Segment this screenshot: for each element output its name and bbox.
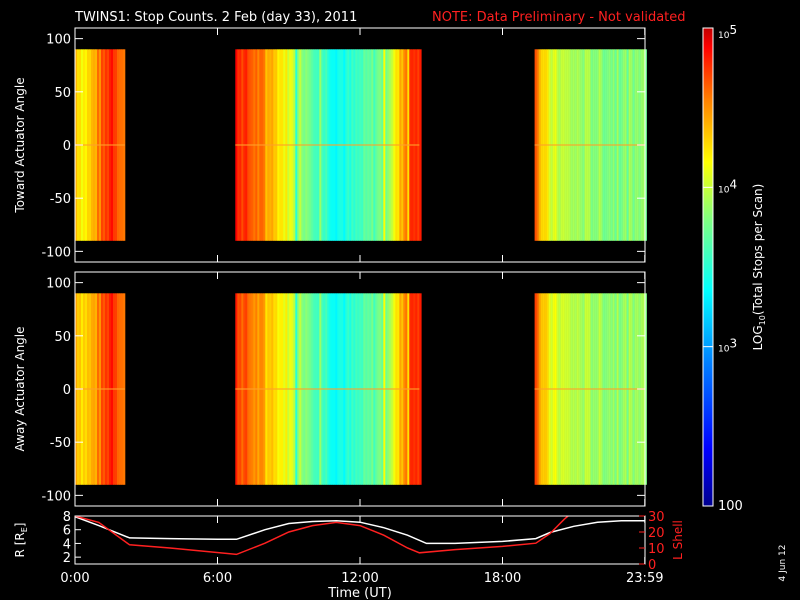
colorbar-tick-label: 104 (718, 177, 737, 195)
lshell-series-line (75, 516, 570, 556)
toward-ylabel: Toward Actuator Angle (13, 77, 27, 213)
y-tick-label: 100 (46, 277, 71, 292)
colorbar-label-sub: 10 (758, 315, 767, 325)
x-axis-label: Time (UT) (327, 586, 392, 600)
r-tick-label: 6 (63, 524, 71, 539)
r-label-part3: ] (13, 523, 27, 528)
r-tick-label: 2 (63, 551, 71, 566)
heatmap-column (419, 49, 422, 241)
toward-heatmap (75, 49, 647, 241)
colorbar-label-rest: (Total Stops per Scan) (751, 184, 765, 315)
y-tick-label: -50 (50, 436, 71, 451)
toward-panel: 100 50 0 -50 -100 Toward Actuator Angle (13, 27, 647, 263)
lshell-tick-label: 10 (648, 542, 665, 557)
x-tick-label: 6:00 (203, 571, 232, 586)
away-heatmap (75, 293, 647, 485)
y-tick-label: -100 (41, 489, 71, 504)
lshell-axis-label: L Shell (671, 520, 685, 560)
heatmap-column (644, 293, 647, 485)
colorbar: 100 103 104 105 LOG10(Total Stops per Scan) (702, 23, 767, 514)
y-tick-label: -100 (41, 245, 71, 260)
colorbar-ticks: 100 103 104 105 (703, 23, 743, 514)
y-tick-label: -50 (50, 192, 71, 207)
colorbar-gradient (702, 27, 714, 507)
x-tick-label: 23:59 (626, 571, 663, 586)
r-tick-label: 4 (63, 537, 71, 552)
r-series-line (75, 516, 645, 545)
r-axis-label: R [RE] (13, 523, 29, 558)
y-tick-label: 100 (46, 33, 71, 48)
lshell-tick-label: 0 (648, 558, 656, 573)
x-tick-label: 18:00 (484, 571, 521, 586)
preliminary-note: NOTE: Data Preliminary - Not validated (432, 10, 686, 25)
y-tick-label: 50 (54, 330, 71, 345)
r-label-part1: R [R (13, 532, 27, 557)
orbit-lines (75, 516, 645, 556)
colorbar-label-log: LOG (751, 325, 765, 350)
away-panel: 100 50 0 -50 -100 Away Actuator Angle (13, 271, 647, 507)
x-tick-label: 12:00 (341, 571, 378, 586)
lshell-tick-label: 20 (648, 526, 665, 541)
colorbar-tick-label: 105 (718, 23, 737, 41)
away-ylabel: Away Actuator Angle (13, 326, 27, 451)
heatmap-column (419, 293, 422, 485)
figure-title: TWINS1: Stop Counts. 2 Feb (day 33), 201… (74, 10, 357, 25)
y-tick-label: 50 (54, 86, 71, 101)
colorbar-tick-label: 100 (718, 499, 743, 514)
toward-y-ticks: 100 50 0 -50 -100 (41, 33, 645, 260)
r-tick-label: 8 (63, 510, 71, 525)
y-tick-label: 0 (63, 139, 71, 154)
lshell-tick-label: 30 (648, 510, 665, 525)
heatmap-column (644, 49, 647, 241)
x-ticks: 0:00 6:00 12:00 18:00 23:59 (60, 28, 663, 586)
r-label-sub: E (20, 527, 29, 532)
colorbar-label: LOG10(Total Stops per Scan) (751, 184, 767, 351)
x-tick-label: 0:00 (60, 571, 89, 586)
y-tick-label: 0 (63, 383, 71, 398)
date-stamp: 4 Jun 12 (778, 545, 788, 582)
away-y-ticks: 100 50 0 -50 -100 (41, 277, 645, 504)
colorbar-tick-label: 103 (718, 337, 737, 355)
